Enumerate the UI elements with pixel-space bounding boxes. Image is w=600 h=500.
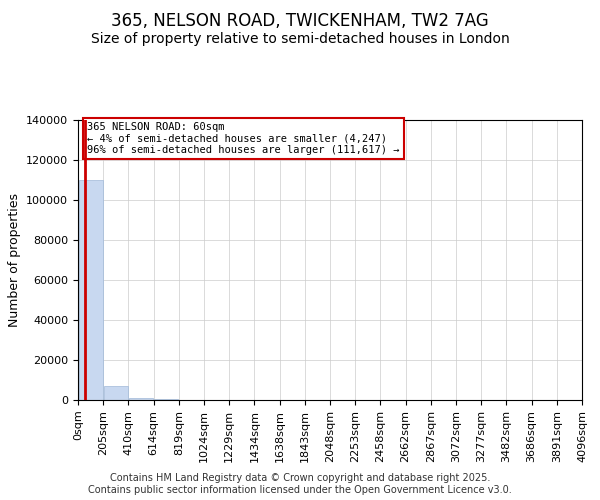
Text: Size of property relative to semi-detached houses in London: Size of property relative to semi-detach… — [91, 32, 509, 46]
Bar — [129, 398, 153, 400]
Text: 365, NELSON ROAD, TWICKENHAM, TW2 7AG: 365, NELSON ROAD, TWICKENHAM, TW2 7AG — [111, 12, 489, 30]
Text: 365 NELSON ROAD: 60sqm
← 4% of semi-detached houses are smaller (4,247)
96% of s: 365 NELSON ROAD: 60sqm ← 4% of semi-deta… — [87, 122, 400, 155]
Bar — [79, 180, 103, 400]
Text: Contains HM Land Registry data © Crown copyright and database right 2025.
Contai: Contains HM Land Registry data © Crown c… — [88, 474, 512, 495]
Y-axis label: Number of properties: Number of properties — [8, 193, 20, 327]
Bar — [104, 386, 128, 400]
